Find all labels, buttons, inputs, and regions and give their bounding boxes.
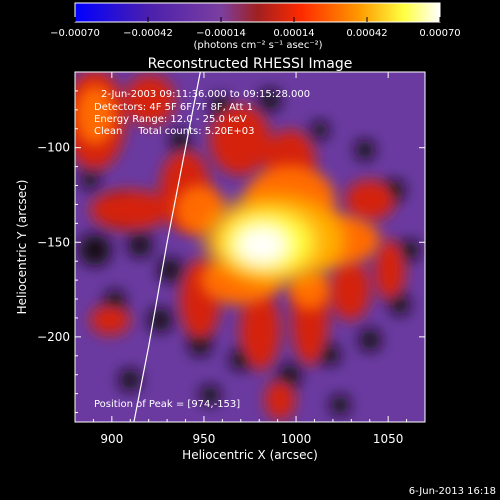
y-axis-label: Heliocentric Y (arcsec) (15, 180, 29, 315)
x-tick-label: 1050 (373, 432, 404, 446)
solar-limb-curve (133, 72, 201, 422)
colorbar-tick-label: −0.00070 (50, 28, 100, 39)
x-axis-label: Heliocentric X (arcsec) (182, 448, 318, 462)
x-tick-label: 900 (100, 432, 123, 446)
peak-position-label: Position of Peak = [974,-153] (94, 399, 240, 410)
colorbar-tick-label: −0.00042 (123, 28, 173, 39)
x-tick-label: 950 (192, 432, 215, 446)
colorbar-unit-label: (photons cm⁻² s⁻¹ asec⁻²) (193, 40, 322, 51)
y-axis-ticks: −100 −150 −200 (37, 71, 425, 414)
y-tick-label: −100 (37, 141, 70, 155)
colorbar-tick-label: 0.00070 (419, 28, 460, 39)
colorbar-ticks: −0.00070 −0.00042 −0.00014 0.00014 0.00042 0.… (50, 17, 461, 39)
heatmap-image (75, 72, 425, 422)
chart-title: Reconstructed RHESSI Image (148, 56, 353, 72)
annotation-detectors: Detectors: 4F 5F 6F 7F 8F, Att 1 (94, 102, 253, 113)
colorbar-tick-label: −0.00014 (196, 28, 246, 39)
annotation-clean-counts: Clean Total counts: 5.20E+03 (94, 126, 254, 137)
colorbar-tick-label: 0.00014 (273, 28, 314, 39)
annotation-energy-range: Energy Range: 12.0 - 25.0 keV (94, 114, 247, 125)
colorbar-tick-label: 0.00042 (346, 28, 387, 39)
x-axis-ticks: 900 950 1000 1050 (92, 72, 426, 446)
plot-frame (74, 71, 426, 423)
y-tick-label: −150 (37, 235, 70, 249)
footer-date: 6-Jun-2013 16:18 (409, 486, 496, 497)
x-tick-label: 1000 (281, 432, 312, 446)
y-tick-label: −200 (37, 330, 70, 344)
annotation-time-range: 2-Jun-2003 09:11:36.000 to 09:15:28.000 (101, 89, 310, 100)
colorbar (74, 2, 441, 23)
